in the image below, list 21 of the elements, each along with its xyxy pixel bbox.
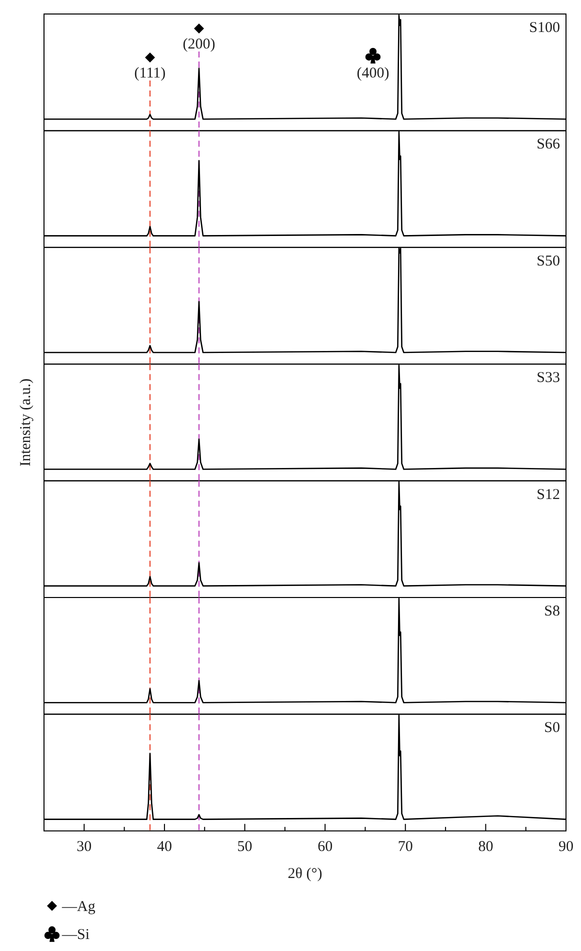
text: S0	[544, 720, 560, 736]
text: S33	[536, 370, 560, 386]
annotation: (400)	[356, 65, 390, 82]
x-tick-label: 40	[156, 838, 172, 855]
x-tick-label: 90	[558, 838, 574, 855]
x-tick-label: 70	[398, 838, 413, 855]
x-tick-label: 30	[76, 838, 92, 855]
annotation: (200)	[182, 36, 216, 53]
x-tick-label: 60	[318, 838, 333, 855]
text: S100	[529, 20, 560, 36]
annotation: (111)	[134, 65, 166, 82]
x-axis-title: 2θ (°)	[288, 866, 322, 882]
x-tick-label: 80	[478, 838, 494, 855]
y-axis-title: Intensity (a.u.)	[18, 378, 34, 466]
x-tick-label: 50	[237, 838, 252, 855]
text: —Si	[61, 926, 90, 943]
text: S8	[544, 604, 560, 620]
text: S66	[536, 136, 560, 153]
text: S12	[536, 486, 560, 503]
text: —Ag	[61, 898, 96, 915]
text: S50	[536, 253, 560, 270]
